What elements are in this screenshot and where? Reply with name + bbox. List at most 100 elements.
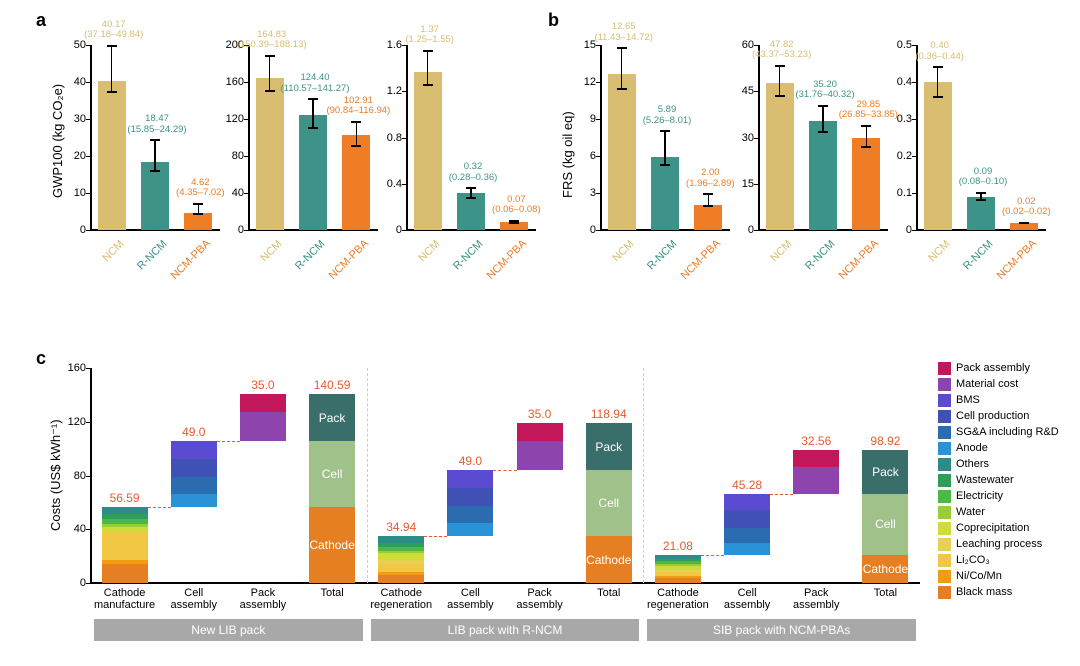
bar-value-label: 0.07(0.06–0.08) [476, 195, 556, 216]
legend-item: Cell production [938, 408, 1059, 424]
x-category-label: NCM [592, 238, 636, 282]
legend-item: Pack assembly [938, 360, 1059, 376]
x-category-label: NCM [240, 238, 284, 282]
legend-item: BMS [938, 392, 1059, 408]
bar-top-value: 45.28 [712, 478, 782, 492]
y-tick: 0.1 [884, 187, 912, 199]
stack-segment [517, 423, 563, 440]
bar [1010, 223, 1038, 230]
y-tick: 0.3 [884, 113, 912, 125]
legend-swatch [938, 570, 951, 583]
y-tick: 0 [374, 224, 402, 236]
y-tick: 0 [884, 224, 912, 236]
stack-segment [655, 559, 701, 561]
legend-item: Wastewater [938, 472, 1059, 488]
stack-segment [378, 553, 424, 560]
y-axis-label: FRS (kg oil eq) [560, 111, 575, 198]
stack-segment [102, 514, 148, 519]
legend-swatch [938, 426, 951, 439]
x-category-label: Cathoderegeneration [365, 587, 437, 611]
group-label: New LIB pack [94, 623, 363, 637]
group-label: LIB pack with R-NCM [371, 623, 640, 637]
legend-label: Ni/Co/Mn [956, 570, 1002, 582]
legend-item: Coprecipitation [938, 520, 1059, 536]
legend-item: Electricity [938, 488, 1059, 504]
stack-segment [309, 394, 355, 441]
legend-label: Pack assembly [956, 362, 1030, 374]
x-category-label: Cathoderegeneration [642, 587, 714, 611]
y-axis-label: GWP100 (kg CO₂e) [50, 83, 65, 197]
bar-value-label: 102.91(90.84–116.94) [318, 96, 398, 117]
stack-segment [447, 506, 493, 522]
stack-segment [655, 566, 701, 570]
bar-chart: 0102030405040.17(37.18–49.84)NCM18.47(15… [90, 45, 220, 230]
y-tick: 0.4 [884, 76, 912, 88]
x-category-label: NCM [908, 238, 952, 282]
x-category-label: NCM-PBA [327, 238, 371, 282]
stack-segment [378, 575, 424, 583]
stack-segment [655, 561, 701, 564]
y-tick: 120 [216, 113, 244, 125]
stack-segment [102, 507, 148, 514]
bar-value-label: 0.32(0.28–0.36) [433, 162, 513, 183]
y-tick: 0 [216, 224, 244, 236]
y-tick: 0 [58, 224, 86, 236]
stack-segment [378, 536, 424, 543]
bar-value-label: 164.83(150.39–188.13) [232, 30, 312, 51]
bar [299, 115, 327, 230]
x-category-label: R-NCM [636, 238, 680, 282]
bar [184, 213, 212, 230]
legend-label: Coprecipitation [956, 522, 1029, 534]
stack-segment [586, 536, 632, 583]
legend-swatch [938, 490, 951, 503]
panel-b-label: b [548, 10, 559, 31]
stack-segment [240, 412, 286, 442]
legend-label: Others [956, 458, 989, 470]
x-category-label: Cathodemanufacture [89, 587, 161, 611]
x-category-label: Cellassembly [158, 587, 230, 611]
legend-item: Others [938, 456, 1059, 472]
x-category-label: NCM [750, 238, 794, 282]
stack-segment [724, 510, 770, 527]
legend-item: Water [938, 504, 1059, 520]
legend-item: Black mass [938, 584, 1059, 600]
bar-value-label: 5.89(5.26–8.01) [627, 105, 707, 126]
y-axis-label: Costs (US$ kWh⁻¹) [48, 419, 64, 531]
x-category-label: R-NCM [126, 238, 170, 282]
x-category-label: R-NCM [442, 238, 486, 282]
legend-label: Leaching process [956, 538, 1042, 550]
stack-segment [655, 576, 701, 578]
stack-segment [655, 564, 701, 566]
bar [924, 82, 952, 230]
bar-value-label: 35.20(31.76–40.32) [785, 80, 865, 101]
bar-value-label: 0.40(0.36–0.44) [900, 41, 980, 62]
x-category-label: NCM-PBA [679, 238, 723, 282]
bar-top-value: 21.08 [643, 539, 713, 553]
legend-label: SG&A including R&D [956, 426, 1059, 438]
x-category-label: Cellassembly [434, 587, 506, 611]
x-category-label: Packassembly [227, 587, 299, 611]
x-category-label: R-NCM [952, 238, 996, 282]
stack-segment [240, 394, 286, 411]
legend-item: Li₂CO₃ [938, 552, 1059, 568]
stack-segment [378, 543, 424, 547]
stack-segment [309, 441, 355, 507]
legend-swatch [938, 410, 951, 423]
bar-chart: 0369121512.65(11.43–14.72)NCM5.89(5.26–8… [600, 45, 730, 230]
bar-top-value: 49.0 [159, 425, 229, 439]
y-tick: 1.2 [374, 85, 402, 97]
stack-segment [655, 572, 701, 575]
stack-segment [862, 494, 908, 555]
stack-segment [862, 450, 908, 494]
x-category-label: NCM-PBA [169, 238, 213, 282]
y-tick: 12 [568, 76, 596, 88]
bar-top-value: 56.59 [90, 491, 160, 505]
x-category-label: Packassembly [780, 587, 852, 611]
stack-segment [171, 441, 217, 458]
legend-label: Material cost [956, 378, 1018, 390]
bar-value-label: 1.37(1.25–1.55) [390, 25, 470, 46]
stack-segment [309, 507, 355, 583]
stack-segment [862, 555, 908, 583]
bar-value-label: 0.09(0.08–0.10) [943, 167, 1023, 188]
y-tick: 80 [216, 150, 244, 162]
